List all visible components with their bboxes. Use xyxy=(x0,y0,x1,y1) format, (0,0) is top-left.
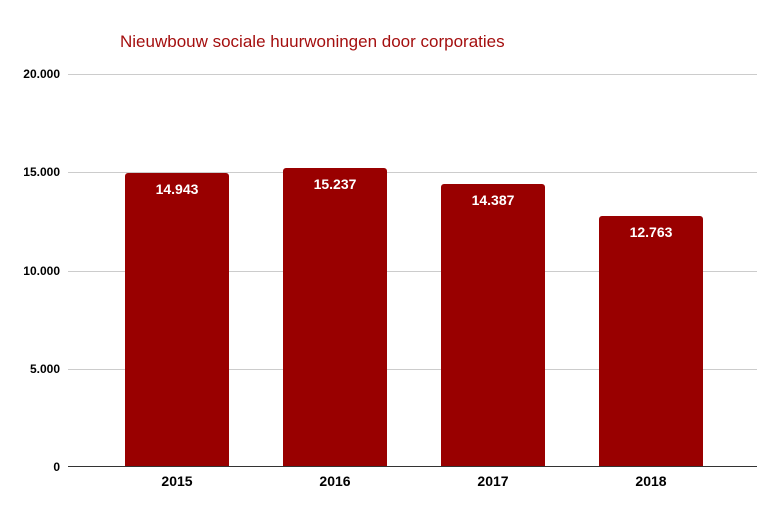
bar-2015: 14.943 xyxy=(125,173,229,467)
gridline-5.000 xyxy=(68,369,757,370)
gridline-15.000 xyxy=(68,172,757,173)
gridline-10.000 xyxy=(68,271,757,272)
x-axis-label-2017: 2017 xyxy=(477,473,509,489)
gridline-20.000 xyxy=(68,74,757,75)
bar-value-label-2015: 14.943 xyxy=(155,181,199,197)
bar-2017: 14.387 xyxy=(441,184,545,467)
y-tick-label-0: 0 xyxy=(53,460,60,474)
x-axis-label-2016: 2016 xyxy=(319,473,351,489)
y-tick-label-20.000: 20.000 xyxy=(23,67,60,81)
x-axis-labels: 2015 2016 2017 2018 xyxy=(68,473,757,493)
x-axis-label-2018: 2018 xyxy=(635,473,667,489)
bar-value-label-2017: 14.387 xyxy=(471,192,515,208)
bar-2016: 15.237 xyxy=(283,168,387,467)
y-tick-label-10.000: 10.000 xyxy=(23,263,60,278)
y-tick-label-5.000: 5.000 xyxy=(29,361,60,376)
x-axis-label-2015: 2015 xyxy=(161,473,193,489)
bar-value-label-2016: 15.237 xyxy=(313,176,357,192)
chart-title: Nieuwbouw sociale huurwoningen door corp… xyxy=(120,32,505,51)
bar-2018: 12.763 xyxy=(599,216,703,467)
plot-area: 14.943 15.237 14.387 12.763 xyxy=(68,74,757,467)
x-axis-line xyxy=(68,466,757,467)
bar-value-label-2018: 12.763 xyxy=(629,224,673,240)
y-tick-label-15.000: 15.000 xyxy=(23,165,60,180)
